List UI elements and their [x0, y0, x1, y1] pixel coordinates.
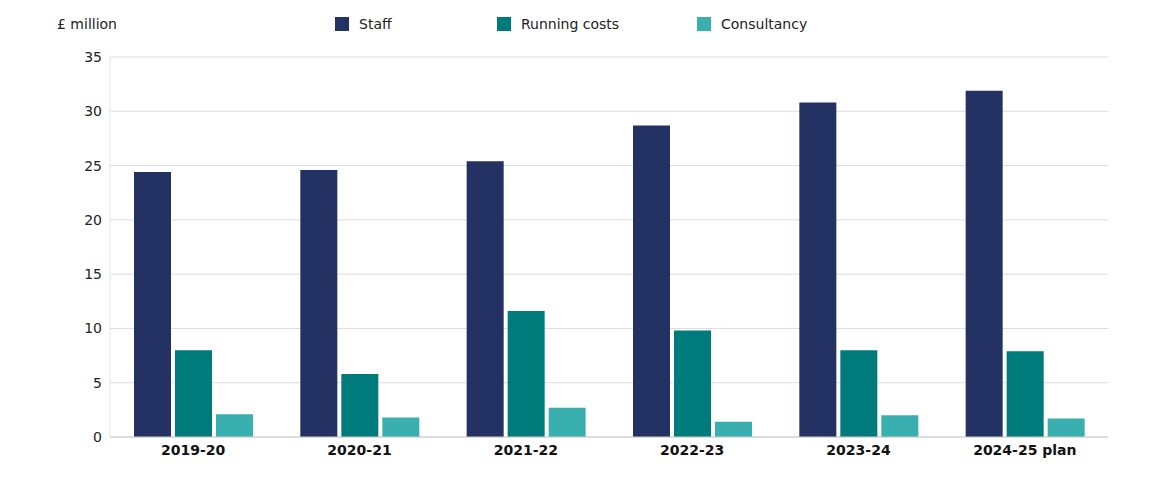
svg-text:10: 10: [84, 320, 102, 336]
svg-text:2023-24: 2023-24: [826, 442, 891, 458]
html-text:Consultancy: Consultancy: [721, 16, 808, 32]
svg-text:2019-20: 2019-20: [161, 442, 226, 458]
svg-text:30: 30: [84, 103, 102, 119]
svg-text:2022-23: 2022-23: [660, 442, 724, 458]
html-text:Running costs: Running costs: [521, 16, 620, 32]
svg-text:2021-22: 2021-22: [494, 442, 558, 458]
svg-text:35: 35: [84, 49, 102, 65]
svg-text:2020-21: 2020-21: [327, 442, 391, 458]
svg-text:20: 20: [84, 212, 102, 228]
svg-text:15: 15: [84, 266, 102, 282]
svg-text:25: 25: [84, 158, 102, 174]
svg-text:0: 0: [93, 429, 102, 445]
svg-text:5: 5: [93, 375, 102, 391]
html-text:£ million: £ million: [57, 16, 117, 32]
svg-text:2024-25 plan: 2024-25 plan: [973, 442, 1076, 458]
html-text:Staff: Staff: [359, 16, 392, 32]
